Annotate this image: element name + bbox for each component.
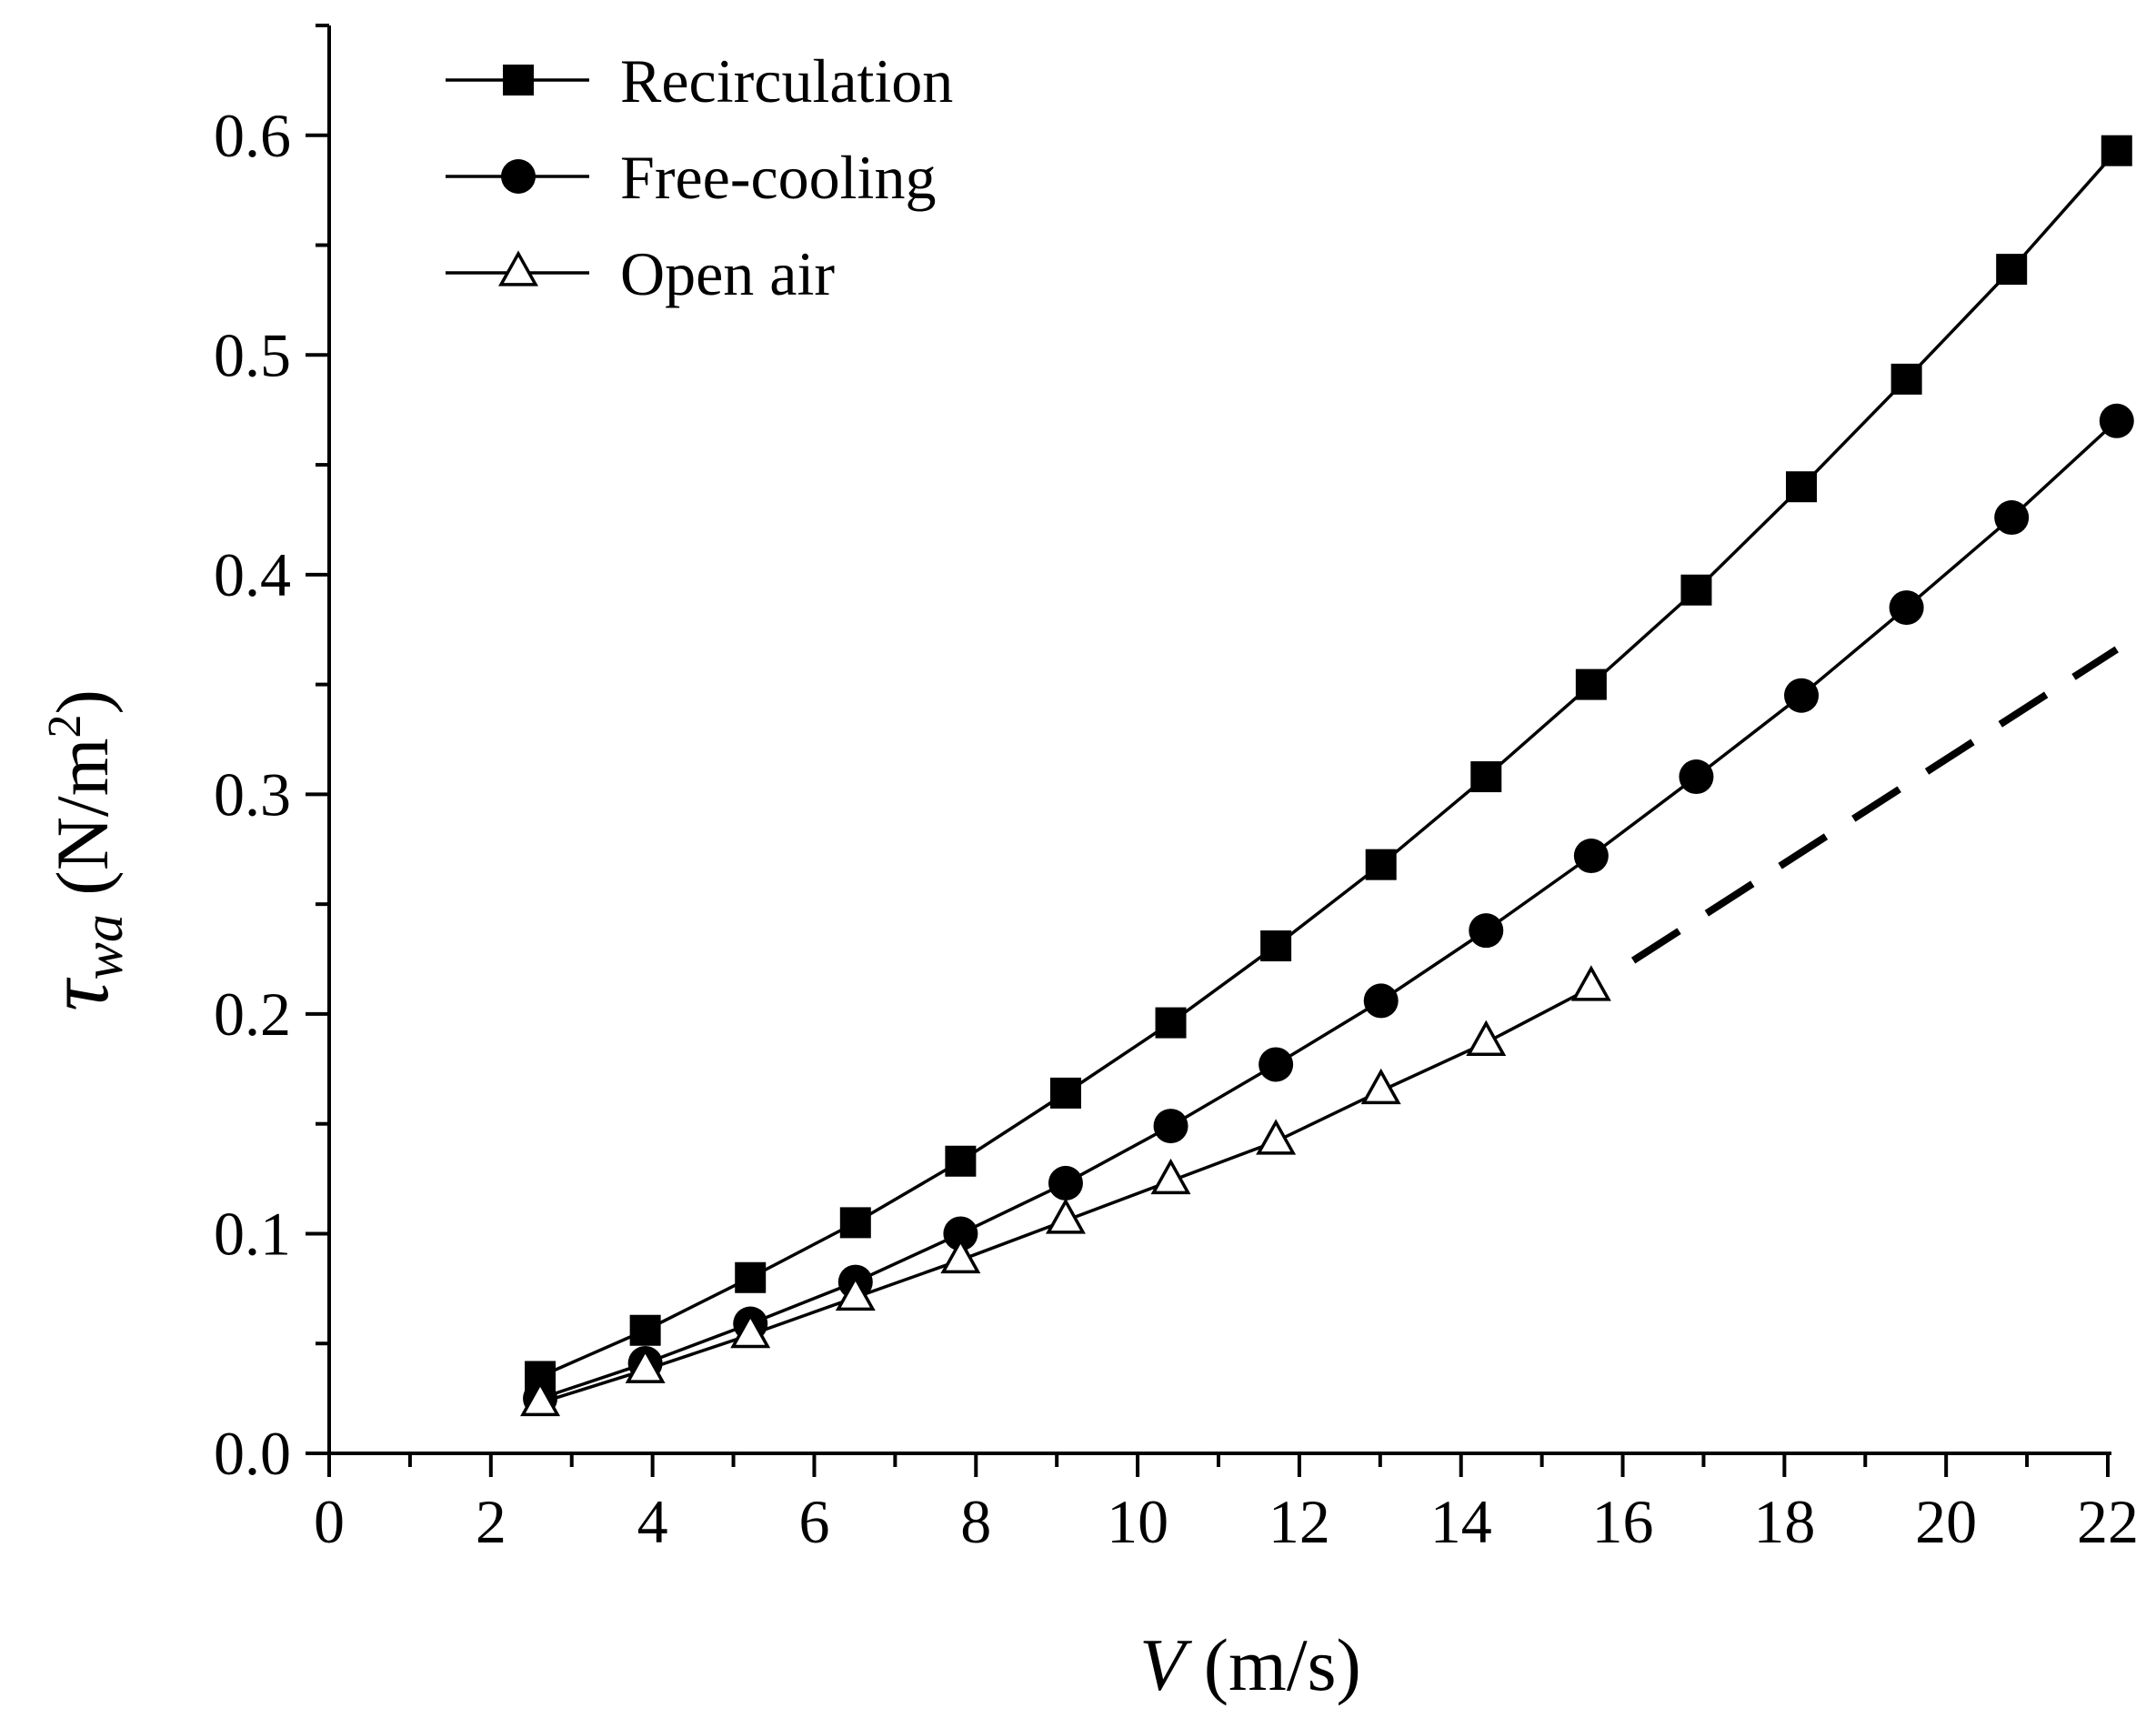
data-point-recirculation [1049,1077,1081,1109]
legend-swatch-marker [503,65,534,95]
data-point-free-cooling [1153,1109,1188,1144]
legend-swatch-marker [498,250,538,286]
data-point-open-air [730,1311,771,1349]
data-point-recirculation [1365,849,1397,880]
data-point-open-air [1570,965,1611,1001]
data-point-free-cooling [1363,983,1399,1019]
axes [327,25,2111,1455]
x-axis-title-variable: V [1139,1623,1192,1706]
data-point-recirculation [735,1261,767,1293]
x-tick-label: 16 [1592,1487,1654,1556]
data-point-open-air [1256,1119,1297,1155]
y-axis-title-subscript: wa [73,914,135,980]
y-axis-title-symbol: τ [29,977,126,1011]
x-tick-label: 4 [637,1487,668,1556]
legend-item-open-air: Open air [446,239,835,308]
legend-label: Free-cooling [620,143,936,212]
x-axis-title: V (m/s) [1139,1623,1361,1706]
x-tick-label: 6 [798,1487,829,1556]
data-point-open-air [835,1274,876,1311]
data-point-recirculation [2101,135,2132,166]
legend: Recirculation Free-cooling Open air [446,46,953,308]
legend-item-free-cooling: Free-cooling [446,143,936,212]
data-point-recirculation [1575,668,1607,700]
data-point-recirculation [1786,471,1818,503]
legend-swatch-marker [501,159,536,194]
legend-item-recirculation: Recirculation [446,46,953,116]
x-tick-label: 22 [2077,1487,2139,1556]
x-tick-label: 0 [314,1487,345,1556]
y-axis-title-unit-close: ) [41,689,124,714]
data-point-free-cooling [1994,500,2030,536]
y-axis-title-unit: (N/m [41,738,124,915]
x-axis-title-unit: (m/s) [1185,1623,1361,1706]
data-point-recirculation [629,1314,661,1346]
y-tick-label: 0.6 [214,101,291,170]
axis-tick-labels: 0 2 4 6 8 10 12 14 16 18 20 22 0.0 0.1 0.2 0.3 0.4 0.5 0.6 [214,101,2139,1556]
x-tick-label: 2 [476,1487,506,1556]
x-tick-label: 20 [1915,1487,1977,1556]
x-tick-label: 18 [1753,1487,1815,1556]
data-point-free-cooling [2099,403,2134,438]
y-axis-title: τwa (N/m2) [29,689,135,1011]
data-point-recirculation [1996,254,2028,286]
data-point-recirculation [945,1145,977,1177]
data-point-recirculation [1155,1007,1187,1039]
data-point-open-air [520,1380,561,1417]
data-point-recirculation [1680,574,1712,606]
data-point-free-cooling [943,1216,978,1251]
data-point-free-cooling [1259,1047,1294,1082]
y-tick-label: 0.1 [214,1199,291,1268]
data-point-open-air [940,1237,981,1274]
series-recirculation [525,135,2132,1392]
y-tick-label: 0.5 [214,320,291,389]
series-extrapolation-open-air [1630,646,2119,964]
y-tick-label: 0.2 [214,980,291,1049]
data-point-recirculation [1470,761,1502,793]
data-point-free-cooling [1679,759,1714,795]
data-point-open-air [1360,1068,1401,1105]
x-tick-label: 10 [1107,1487,1168,1556]
legend-label: Open air [620,239,835,308]
series-line-recirculation [539,149,2119,1379]
y-axis-title-unit-exponent: 2 [39,715,91,738]
data-point-recirculation [1260,930,1292,962]
legend-label: Recirculation [620,46,953,116]
data-point-free-cooling [1889,590,1924,626]
series-open-air [520,646,2119,1417]
data-point-open-air [625,1347,666,1383]
data-point-open-air [1150,1158,1191,1195]
series-layer [520,135,2134,1417]
series-line-free-cooling [539,419,2118,1401]
x-tick-label: 8 [960,1487,991,1556]
data-point-recirculation [1890,363,1922,395]
y-tick-label: 0.0 [214,1419,291,1488]
y-tick-label: 0.3 [214,759,291,829]
data-point-free-cooling [1048,1165,1083,1201]
data-point-open-air [1466,1020,1507,1056]
axis-ticks [306,24,2110,1477]
x-tick-label: 14 [1430,1487,1492,1556]
data-point-free-cooling [1469,913,1504,949]
data-point-open-air [1045,1198,1086,1234]
y-tick-label: 0.4 [214,540,291,609]
data-point-recirculation [839,1207,871,1239]
x-tick-label: 12 [1269,1487,1330,1556]
data-point-free-cooling [1784,678,1820,713]
data-point-free-cooling [1573,839,1609,874]
